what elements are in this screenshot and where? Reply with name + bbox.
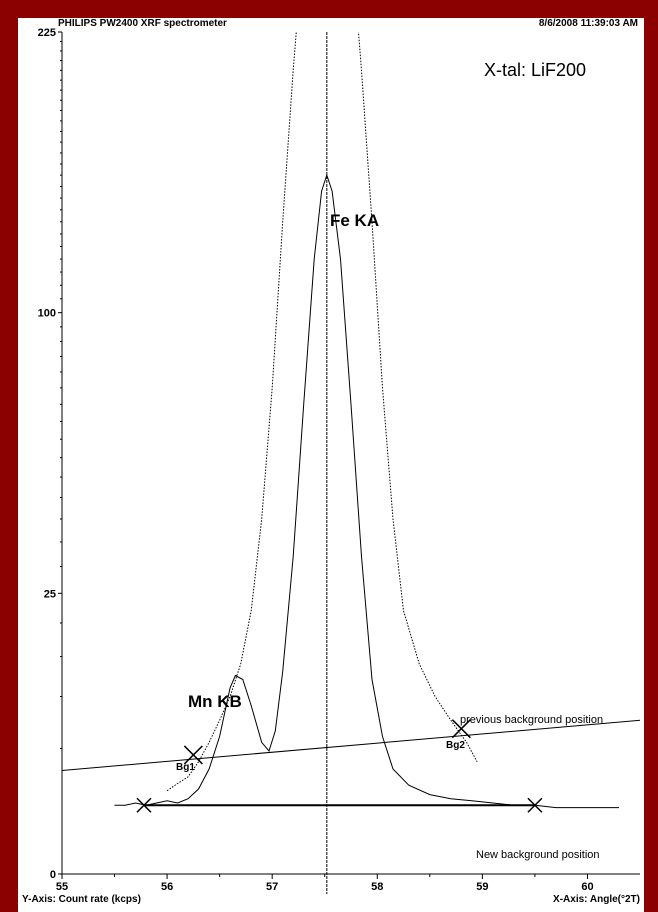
y-axis-title: Y-Axis: Count rate (kcps) (22, 894, 141, 905)
bg1-label: Bg1 (176, 762, 195, 773)
x-axis-title: X-Axis: Angle(°2T) (553, 894, 640, 905)
previous-background-label: previous background position (460, 714, 603, 726)
y-tick-label: 0 (50, 869, 56, 881)
cross-stroke (136, 797, 152, 813)
current-scan-curve (114, 173, 619, 809)
x-tick-label: 58 (371, 881, 383, 893)
marker-bg1-cross (183, 745, 203, 765)
marker-new-bg-right-cross (527, 797, 543, 813)
instrument-title: PHILIPS PW2400 XRF spectrometer (58, 18, 227, 29)
x-tick-label: 60 (581, 881, 593, 893)
fe-ka-label: Fe KA (330, 211, 379, 230)
new-background-label: New background position (476, 849, 600, 861)
x-tick-label: 59 (476, 881, 488, 893)
crystal-label: X-tal: LiF200 (484, 60, 586, 80)
y-tick-label: 100 (38, 308, 56, 320)
cross-stroke (527, 797, 543, 813)
spectrum-window: PHILIPS PW2400 XRF spectrometer 8/6/2008… (18, 18, 644, 912)
y-tick-label: 225 (38, 27, 56, 39)
xrf-spectrum-chart: 0 25 100 225 55 56 57 58 59 60 Y-Axis: Count rate … (22, 27, 641, 905)
x-tick-label: 55 (56, 881, 68, 893)
x-tick-label: 57 (266, 881, 278, 893)
marker-bg2-cross (451, 719, 471, 739)
bg2-label: Bg2 (446, 740, 465, 751)
previous-scan-curve (166, 32, 478, 792)
mn-kb-label: Mn KB (188, 692, 242, 711)
timestamp: 8/6/2008 11:39:03 AM (538, 18, 638, 29)
y-tick-label: 25 (44, 588, 56, 600)
cross-stroke (451, 719, 471, 739)
marker-new-bg-left-cross (136, 797, 152, 813)
cross-stroke (183, 745, 203, 765)
x-tick-label: 56 (161, 881, 173, 893)
previous-background-line (61, 719, 641, 771)
